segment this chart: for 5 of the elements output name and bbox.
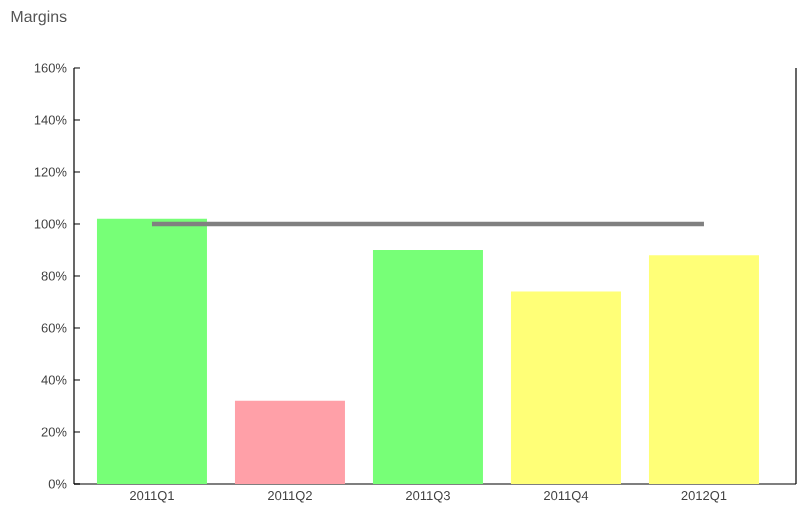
bar [510, 291, 621, 484]
bar [372, 249, 483, 484]
bar [96, 218, 207, 484]
bar [234, 400, 345, 484]
bar [648, 255, 759, 484]
